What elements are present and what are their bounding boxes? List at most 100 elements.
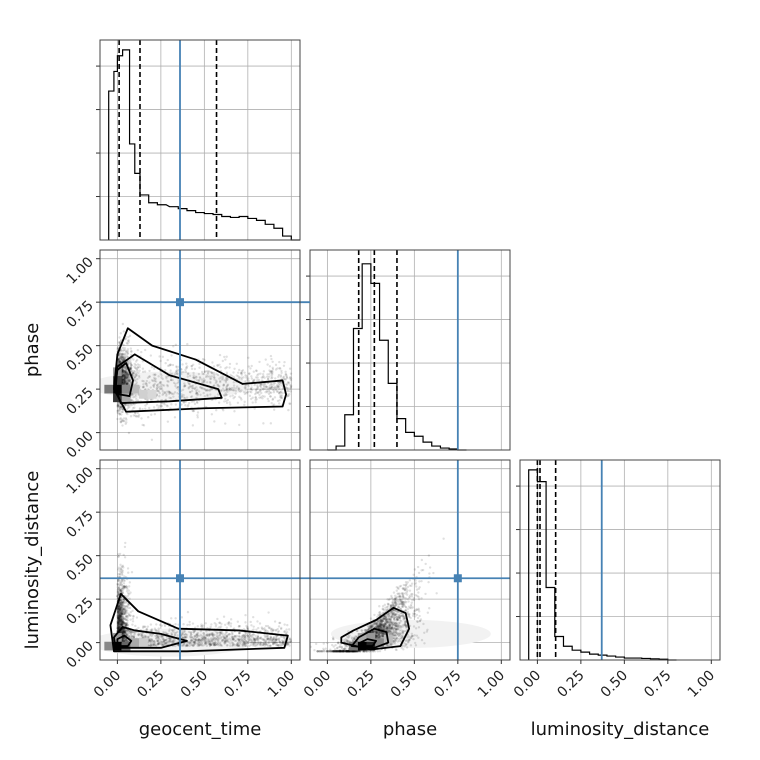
panel-phase-vs-geocent_time-point bbox=[135, 374, 138, 377]
panel-luminosity_distance-vs-geocent_time-point bbox=[252, 615, 255, 619]
panel-luminosity_distance-vs-geocent_time-point bbox=[205, 638, 209, 642]
panel-phase-vs-geocent_time-point bbox=[271, 398, 274, 401]
panel-luminosity_distance-vs-geocent_time-point bbox=[119, 581, 123, 584]
panel-phase-vs-geocent_time-point bbox=[124, 403, 127, 406]
panel-luminosity_distance-vs-geocent_time-point bbox=[214, 643, 217, 647]
panel-luminosity_distance-vs-geocent_time-point bbox=[205, 642, 208, 645]
panel-phase-vs-geocent_time-point bbox=[127, 381, 130, 384]
panel-luminosity_distance-vs-geocent_time-point bbox=[246, 634, 249, 637]
panel-luminosity_distance-vs-geocent_time-point bbox=[116, 610, 120, 614]
panel-luminosity_distance-vs-geocent_time-point bbox=[121, 602, 124, 605]
panel-phase-vs-geocent_time-point bbox=[197, 372, 201, 376]
panel-luminosity_distance-vs-geocent_time-point bbox=[193, 640, 196, 644]
panel-luminosity_distance-vs-geocent_time-point bbox=[227, 620, 231, 624]
panel-luminosity_distance-vs-geocent_time-point bbox=[235, 643, 239, 646]
panel-phase-vs-geocent_time-point bbox=[222, 383, 225, 386]
panel-luminosity_distance-vs-geocent_time-point bbox=[208, 634, 211, 637]
panel-luminosity_distance-vs-geocent_time-point bbox=[120, 619, 123, 622]
panel-phase-vs-geocent_time-point bbox=[123, 369, 127, 373]
panel-phase-vs-geocent_time-point bbox=[278, 360, 281, 364]
panel-phase-vs-geocent_time-point bbox=[146, 398, 150, 402]
panel-luminosity_distance-vs-phase-point bbox=[393, 631, 396, 635]
panel-luminosity_distance-vs-geocent_time-point bbox=[118, 612, 122, 616]
panel-phase-vs-geocent_time-point bbox=[177, 385, 180, 389]
panel-luminosity_distance-vs-geocent_time-point bbox=[155, 639, 159, 643]
panel-phase-vs-geocent_time-point bbox=[159, 380, 163, 384]
panel-phase-vs-geocent_time-point bbox=[141, 386, 145, 389]
panel-luminosity_distance-vs-geocent_time-point bbox=[117, 617, 120, 620]
panel-luminosity_distance-vs-geocent_time-point bbox=[116, 607, 120, 610]
panel-phase-vs-geocent_time-point bbox=[270, 386, 273, 389]
panel-luminosity_distance-vs-geocent_time-point bbox=[149, 640, 152, 643]
panel-luminosity_distance-vs-phase-point bbox=[392, 628, 395, 631]
panel-phase-vs-geocent_time-point bbox=[172, 345, 175, 348]
panel-luminosity_distance-vs-geocent_time-contour-2 bbox=[116, 634, 133, 647]
panel-luminosity_distance-vs-geocent_time-point bbox=[203, 636, 206, 639]
panel-luminosity_distance-vs-geocent_time-point bbox=[243, 635, 247, 639]
panel-phase-vs-geocent_time-point bbox=[121, 368, 124, 372]
panel-luminosity_distance-vs-geocent_time-point bbox=[122, 585, 125, 588]
panel-luminosity_distance-vs-geocent_time-point bbox=[194, 641, 198, 645]
panel-luminosity_distance-vs-geocent_time-point bbox=[122, 606, 125, 610]
panel-phase-vs-geocent_time-point bbox=[124, 372, 127, 375]
panel-phase-vs-geocent_time-point bbox=[274, 388, 278, 392]
panel-luminosity_distance-vs-geocent_time-point bbox=[219, 625, 223, 628]
panel-luminosity_distance-vs-geocent_time-heat-cell-2 bbox=[104, 641, 114, 651]
panel-phase-vs-geocent_time-point bbox=[122, 378, 125, 381]
panel-luminosity_distance-vs-geocent_time-point bbox=[272, 635, 276, 639]
panel-luminosity_distance-vs-geocent_time-point bbox=[247, 636, 251, 640]
panel-phase-vs-geocent_time-point bbox=[125, 382, 129, 386]
panel-phase-vs-geocent_time-point bbox=[182, 396, 186, 399]
panel-phase-vs-geocent_time-point bbox=[126, 373, 129, 377]
panel-phase-vs-geocent_time-point bbox=[158, 387, 162, 390]
panel-luminosity_distance-vs-geocent_time-point bbox=[214, 639, 217, 642]
panel-phase-vs-geocent_time-point bbox=[147, 416, 150, 419]
panel-phase-vs-geocent_time-point bbox=[123, 371, 127, 374]
panel-luminosity_distance-vs-geocent_time-point bbox=[119, 615, 122, 619]
panel-luminosity_distance-vs-geocent_time-point bbox=[128, 597, 131, 600]
panel-luminosity_distance-vs-phase-point bbox=[339, 643, 342, 646]
panel-luminosity_distance-vs-geocent_time-point bbox=[120, 601, 123, 604]
panel-phase-vs-geocent_time-point bbox=[238, 375, 241, 379]
panel-luminosity_distance-vs-geocent_time-point bbox=[204, 640, 207, 643]
panel-luminosity_distance-vs-geocent_time-point bbox=[185, 644, 189, 648]
panel-phase-vs-geocent_time-point bbox=[141, 360, 145, 363]
panel-luminosity_distance-vs-geocent_time-point bbox=[165, 641, 168, 644]
panel-luminosity_distance-vs-phase-point bbox=[399, 599, 402, 602]
panel-luminosity_distance-vs-geocent_time-point bbox=[191, 640, 195, 643]
panel-phase-vs-geocent_time-point bbox=[278, 395, 282, 399]
panel-phase-vs-geocent_time-point bbox=[129, 378, 132, 382]
panel-phase-vs-geocent_time-point bbox=[183, 384, 187, 387]
panel-phase-vs-geocent_time-point bbox=[274, 377, 277, 380]
panel-luminosity_distance-vs-geocent_time-point bbox=[119, 567, 122, 571]
panel-luminosity_distance-vs-phase-point bbox=[337, 650, 341, 653]
panel-luminosity_distance-vs-geocent_time-point bbox=[120, 618, 124, 621]
panel-phase-vs-geocent_time-point bbox=[129, 363, 133, 366]
panel-luminosity_distance-vs-geocent_time-point bbox=[226, 633, 230, 637]
panel-luminosity_distance-vs-geocent_time-point bbox=[119, 610, 122, 614]
panel-phase-vs-geocent_time-point bbox=[132, 414, 136, 417]
panel-luminosity_distance-vs-phase-point bbox=[329, 650, 333, 653]
panel-luminosity_distance-vs-geocent_time-point bbox=[218, 637, 221, 640]
panel-phase-vs-geocent_time-point bbox=[221, 359, 225, 363]
panel-luminosity_distance-vs-geocent_time-point bbox=[121, 591, 124, 594]
panel-luminosity_distance-vs-geocent_time-point bbox=[160, 624, 164, 627]
panel-phase-vs-geocent_time-point bbox=[123, 378, 126, 381]
panel-phase-vs-geocent_time-point bbox=[216, 364, 219, 367]
panel-phase-vs-geocent_time-point bbox=[159, 387, 162, 391]
panel-phase-vs-geocent_time-point bbox=[167, 390, 171, 394]
panel-phase-vs-geocent_time-point bbox=[212, 384, 216, 387]
panel-luminosity_distance-vs-geocent_time-point bbox=[121, 621, 124, 624]
panel-luminosity_distance-vs-geocent_time-point bbox=[124, 632, 127, 635]
panel-phase-vs-geocent_time-point bbox=[120, 420, 123, 423]
panel-luminosity_distance-vs-geocent_time-point bbox=[250, 634, 253, 638]
panel-luminosity_distance-vs-geocent_time-point bbox=[273, 640, 277, 644]
panel-phase-vs-geocent_time-point bbox=[273, 408, 276, 411]
panel-luminosity_distance-vs-geocent_time-point bbox=[199, 633, 202, 637]
panel-luminosity_distance-vs-geocent_time-point bbox=[259, 641, 263, 644]
panel-luminosity_distance-vs-phase-point bbox=[325, 650, 329, 653]
panel-phase-vs-geocent_time-point bbox=[133, 365, 136, 368]
panel-phase-vs-geocent_time-point bbox=[261, 373, 265, 376]
panel-luminosity_distance-vs-geocent_time-point bbox=[243, 642, 246, 645]
panel-luminosity_distance-vs-geocent_time-point bbox=[164, 631, 167, 634]
